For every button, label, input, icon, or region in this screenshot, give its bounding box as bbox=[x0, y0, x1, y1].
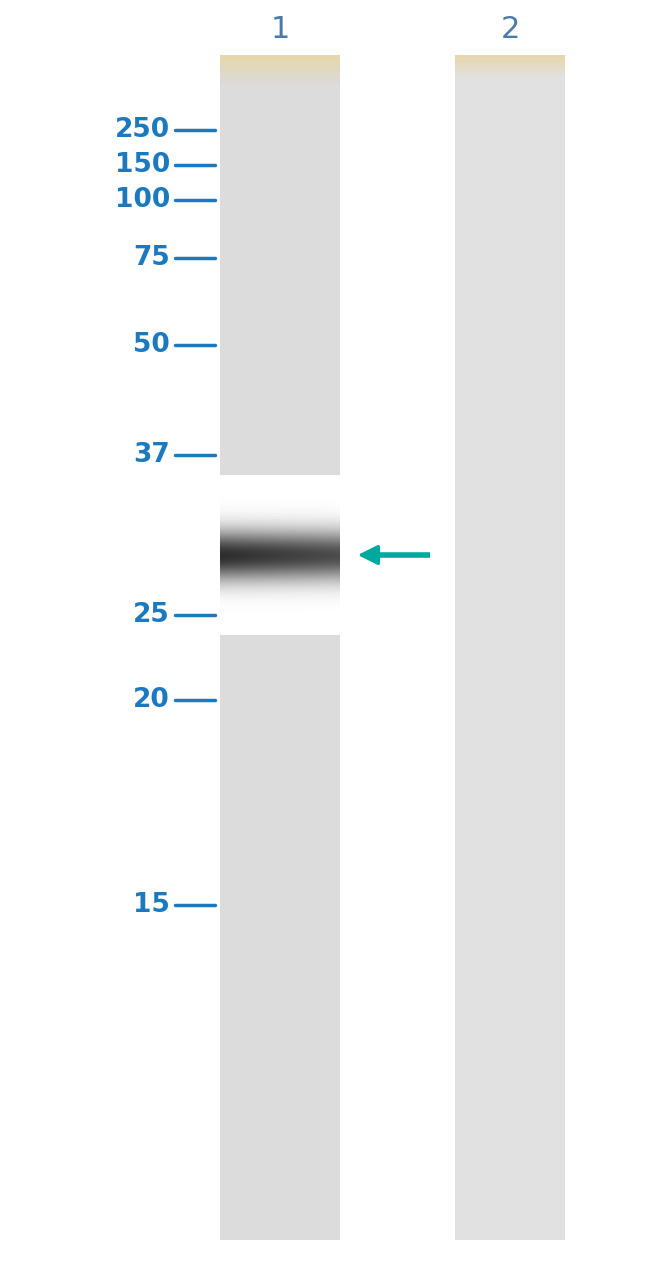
Text: 75: 75 bbox=[133, 245, 170, 271]
Text: 1: 1 bbox=[270, 15, 290, 44]
Text: 20: 20 bbox=[133, 687, 170, 712]
Text: 2: 2 bbox=[500, 15, 520, 44]
Text: 150: 150 bbox=[115, 152, 170, 178]
Text: 25: 25 bbox=[133, 602, 170, 627]
Text: 100: 100 bbox=[115, 187, 170, 213]
Text: 250: 250 bbox=[115, 117, 170, 144]
Text: 37: 37 bbox=[133, 442, 170, 469]
Text: 50: 50 bbox=[133, 331, 170, 358]
Text: 15: 15 bbox=[133, 892, 170, 918]
